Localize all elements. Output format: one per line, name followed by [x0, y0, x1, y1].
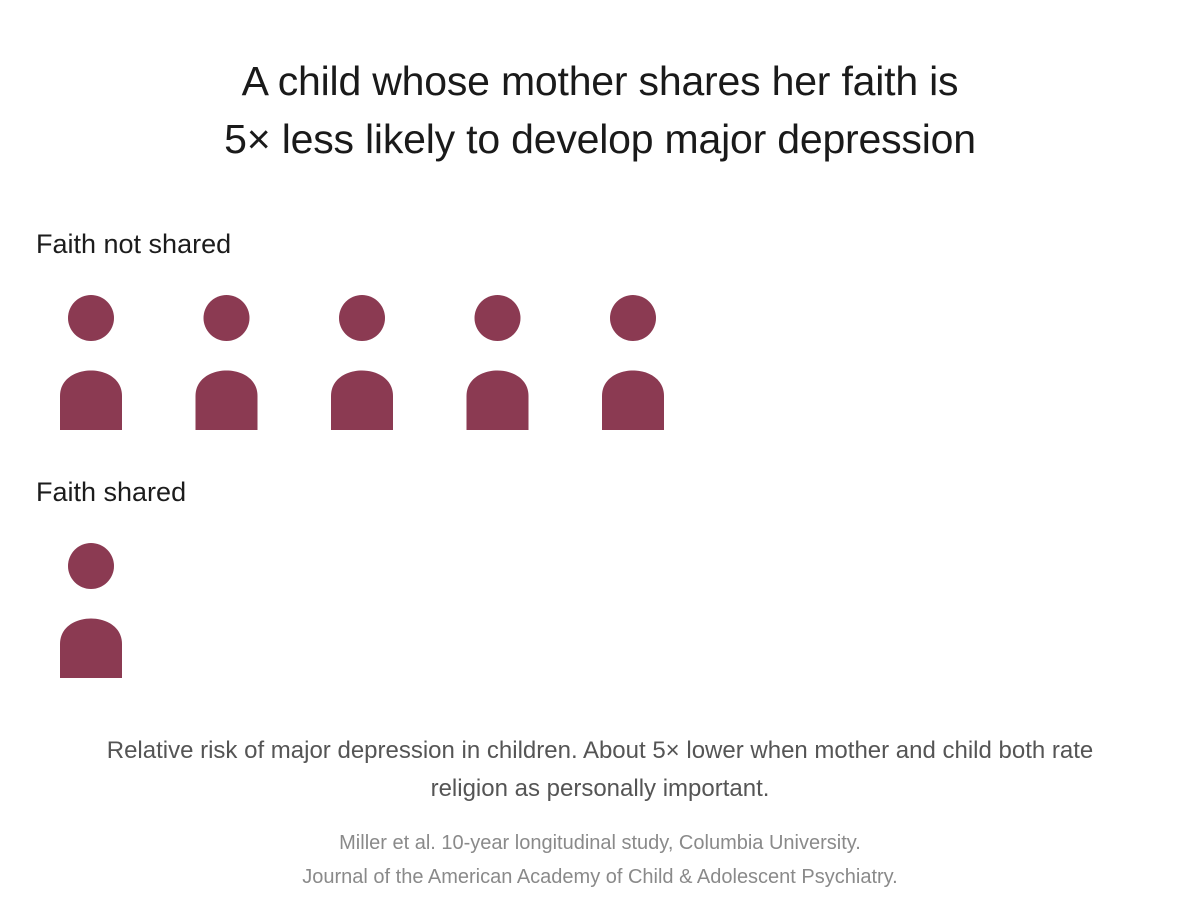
person-icon-head	[68, 543, 114, 589]
chart-source-line-2: Journal of the American Academy of Child…	[302, 866, 898, 888]
chart-caption-line-1: Relative risk of major depression in chi…	[106, 737, 1094, 764]
person-icon-body	[60, 618, 122, 678]
person-icon-head	[203, 295, 250, 341]
chart-title: A child whose mother shares her faith is…	[0, 52, 1200, 168]
person-icon-body	[195, 370, 258, 430]
chart-title-line-1: A child whose mother shares her faith is	[241, 58, 959, 104]
pictograph-row-faith-not-shared	[0, 292, 1200, 432]
person-icon	[60, 295, 122, 430]
chart-source-line-1: Miller et al. 10-year longitudinal study…	[339, 832, 861, 854]
person-icon	[331, 295, 393, 430]
pictograph-svg-faith-shared	[60, 543, 122, 678]
chart-title-line-2: 5× less likely to develop major depressi…	[224, 116, 976, 162]
person-icon	[195, 295, 258, 430]
person-icon	[466, 295, 529, 430]
person-icon	[60, 543, 122, 678]
chart-caption: Relative risk of major depression in chi…	[0, 732, 1200, 808]
person-icon-head	[339, 295, 385, 341]
pictograph-svg-faith-not-shared	[60, 295, 664, 430]
pictograph-row-faith-shared	[0, 540, 1200, 680]
person-icon-body	[466, 370, 529, 430]
person-icon-head	[68, 295, 114, 341]
person-icon-head	[610, 295, 656, 341]
person-icon-body	[602, 370, 664, 430]
chart-caption-line-2: religion as personally important.	[430, 775, 770, 802]
person-icon	[602, 295, 664, 430]
group-label-faith-not-shared: Faith not shared	[36, 229, 232, 259]
group-label-faith-shared: Faith shared	[36, 477, 187, 507]
person-icon-head	[474, 295, 521, 341]
person-icon-body	[60, 370, 122, 430]
person-icon-body	[331, 370, 393, 430]
chart-source: Miller et al. 10-year longitudinal study…	[0, 826, 1200, 894]
